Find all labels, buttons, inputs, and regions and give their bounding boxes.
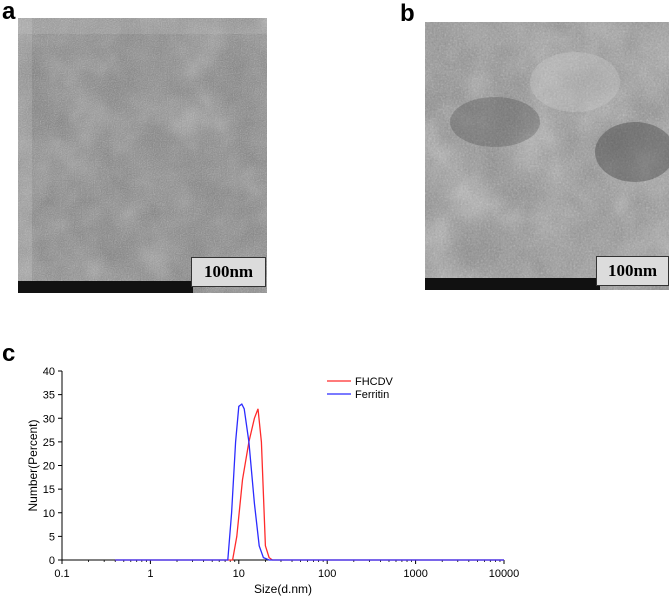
scale-bar-label-a: 100nm (191, 257, 266, 287)
chart-svg: 0 5 10 15 20 25 30 35 40 0.1 1 10 100 1000 10000 Size(d… (26, 366, 520, 596)
series-line-ferritin (115, 403, 504, 561)
y-tick-label: 10 (43, 508, 55, 520)
tem-meta-bar-a (18, 281, 193, 293)
x-tick-label: 1000 (403, 568, 427, 580)
size-distribution-chart: 0 5 10 15 20 25 30 35 40 0.1 1 10 100 1000 10000 Size(d… (0, 360, 669, 605)
tem-texture-b (425, 22, 669, 290)
tem-meta-bar-b (425, 278, 600, 290)
series-line-fhcdv (115, 408, 504, 561)
x-tick-label: 10 (233, 568, 245, 580)
y-tick-label: 0 (49, 555, 55, 567)
y-tick-label: 5 (49, 531, 55, 543)
x-tick-label: 1 (147, 568, 153, 580)
x-tick-label: 100 (318, 568, 336, 580)
tem-texture-a (18, 18, 267, 293)
y-tick-label: 40 (43, 366, 55, 378)
panel-label-c: c (2, 340, 16, 367)
y-tick-label: 15 (43, 484, 55, 496)
y-tick-label: 35 (43, 390, 55, 402)
y-tick-label: 30 (43, 413, 55, 425)
panel-label-b: b (400, 0, 415, 27)
scale-bar-label-b: 100nm (596, 256, 669, 286)
panel-label-a: a (2, 0, 16, 25)
legend-label-ferritin: Ferritin (355, 389, 389, 401)
x-tick-label: 10000 (489, 568, 520, 580)
legend-label-fhcdv: FHCDV (355, 376, 394, 388)
tem-image-a (18, 18, 267, 293)
tem-image-b (425, 22, 669, 290)
y-axis-label: Number(Percent) (26, 419, 40, 511)
y-tick-label: 25 (43, 437, 55, 449)
y-tick-label: 20 (43, 461, 55, 473)
x-tick-label: 0.1 (54, 568, 69, 580)
x-axis-label: Size(d.nm) (254, 582, 312, 596)
